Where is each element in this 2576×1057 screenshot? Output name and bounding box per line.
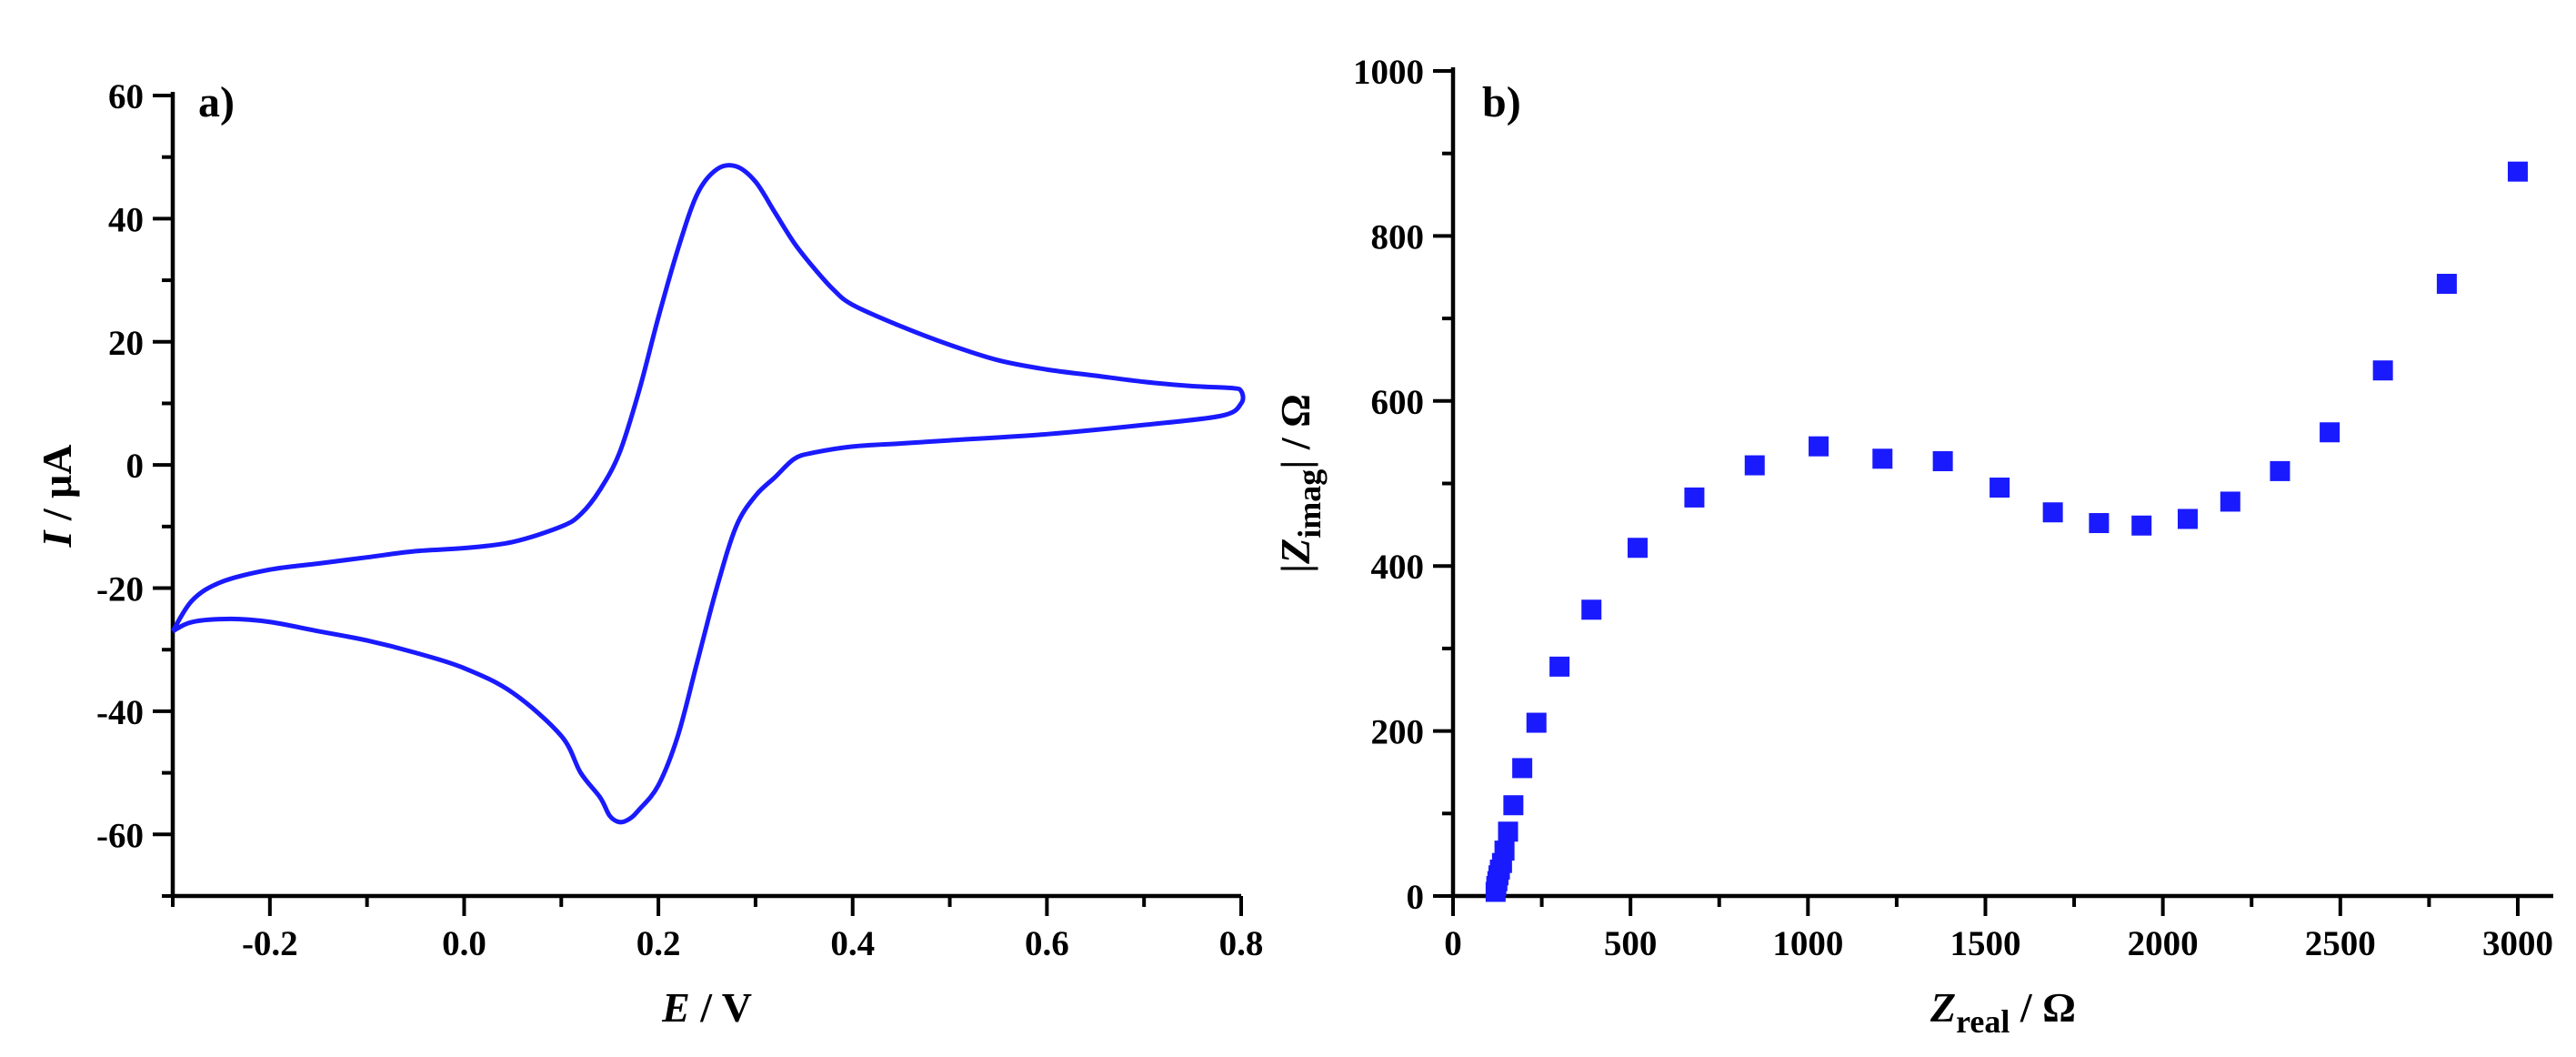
y-axis-var: I [34,528,80,548]
impedance-point [1932,451,1953,472]
impedance-point [1627,538,1648,559]
y-axis-label: |Zimag| / Ω [1272,394,1328,573]
y-tick-label: 0 [126,447,145,486]
x-tick-label: 3000 [2482,924,2553,963]
y-tick-label: -20 [96,570,144,609]
y-tick-label: 60 [108,77,144,116]
impedance-point [2507,161,2528,182]
x-tick-label: 0.8 [1219,924,1264,963]
x-tick-label: 1000 [1772,924,1843,963]
y-tick-label: 200 [1371,713,1425,752]
y-tick-label: 400 [1371,548,1425,587]
impedance-point [2089,513,2110,534]
x-tick-label: 1500 [1950,924,2020,963]
impedance-point [1526,712,1547,733]
x-tick-label: 500 [1604,924,1658,963]
y-tick-label: 0 [1407,878,1425,917]
panel-label: a) [198,78,235,126]
cv-chart-panel: -0.2 0.0 0.2 0.4 0.6 0.8 -60 -40 -20 0 20 40 60 a) E /… [34,77,1263,1031]
impedance-point [1549,656,1570,677]
y-axis-unit: / μA [34,445,80,531]
y-axis-unit: | / Ω [1272,394,1318,469]
impedance-point [2220,491,2240,512]
impedance-point [2270,460,2290,481]
impedance-point [1581,599,1602,620]
panel-label: b) [1482,78,1521,126]
impedance-point [1503,795,1524,816]
x-tick-label: -0.2 [242,924,298,963]
impedance-point [1498,821,1519,842]
x-axis-label: E / V [661,984,752,1031]
x-axis-unit: / V [690,984,752,1031]
impedance-point [1809,436,1829,457]
y-axis-var: Z [1272,539,1318,565]
x-axis-label: Zreal / Ω [1929,984,2076,1040]
x-tick-label: 0 [1444,924,1462,963]
y-axis-pre: | [1272,564,1318,573]
cv-series-line [170,163,1246,825]
y-tick-label: -40 [96,693,144,732]
x-tick-label: 0.4 [830,924,875,963]
y-tick-label: 20 [108,324,144,363]
x-tick-label: 2000 [2128,924,2199,963]
y-tick-label: 40 [108,200,144,239]
impedance-point [2177,508,2198,529]
y-tick-label: 1000 [1353,53,1424,92]
impedance-point [2436,274,2457,295]
x-axis-unit: / Ω [2010,984,2076,1031]
impedance-point [1494,841,1515,861]
impedance-point [2372,360,2393,381]
x-tick-label: 2500 [2305,924,2376,963]
impedance-point [1872,448,1893,469]
x-tick-label: 0.2 [636,924,681,963]
impedance-point [1512,758,1533,779]
y-tick-label: 800 [1371,217,1425,257]
impedance-point [1684,487,1705,508]
impedance-point [2131,515,2152,536]
y-tick-label: -60 [96,816,144,855]
y-axis-sub: imag [1291,469,1328,539]
y-tick-label: 600 [1371,383,1425,422]
x-tick-label: 0.6 [1025,924,1069,963]
impedance-point [1744,455,1765,476]
eis-chart-panel: 0 500 1000 1500 2000 2500 3000 0 200 400 600 800 100… [1272,53,2553,1040]
y-axis-label: I / μA [34,445,80,549]
x-axis-var: E [661,984,690,1031]
x-tick-label: 0.0 [442,924,486,963]
x-axis-var: Z [1929,984,1956,1031]
impedance-point [2320,422,2340,443]
impedance-point [1990,478,2010,498]
impedance-point [2042,502,2063,523]
x-axis-sub: real [1956,1003,2010,1040]
